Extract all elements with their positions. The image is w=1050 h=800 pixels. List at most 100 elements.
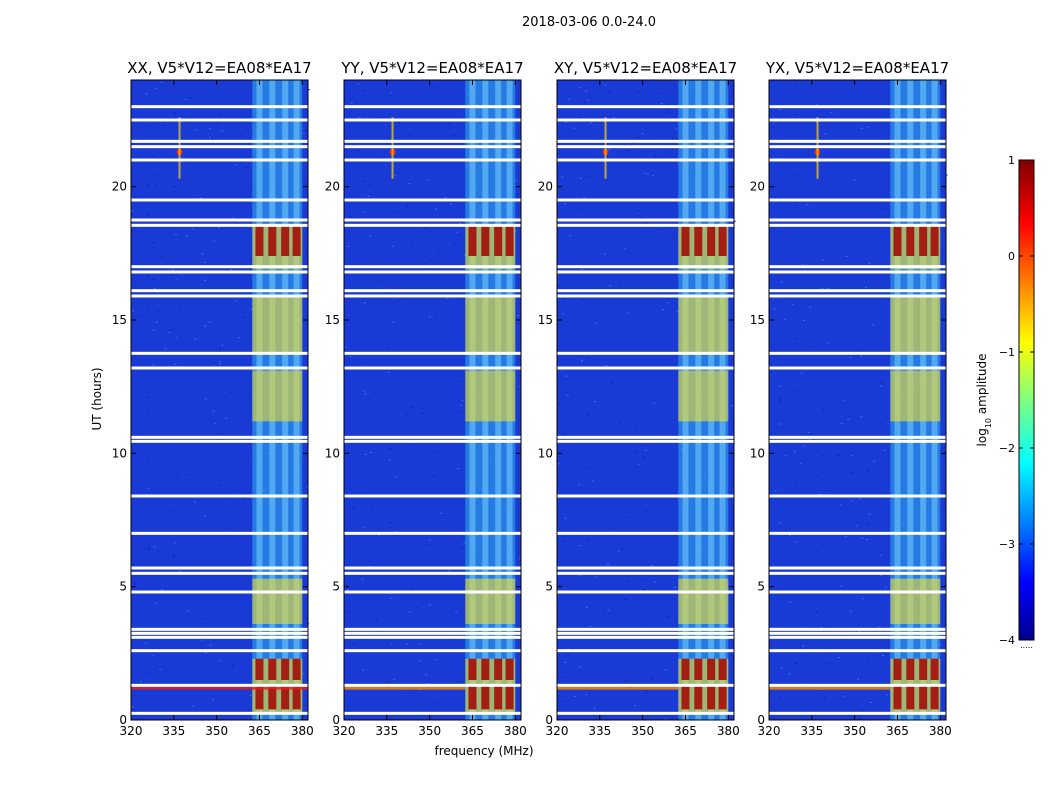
speckle: [663, 80, 666, 82]
speckle: [239, 425, 242, 427]
speckle: [817, 689, 820, 691]
speckle: [609, 285, 612, 287]
speckle: [131, 476, 134, 478]
speckle: [408, 134, 411, 136]
speckle: [604, 253, 606, 255]
speckle: [216, 122, 219, 124]
speckle: [563, 203, 566, 205]
x-tick-label: 320: [120, 724, 143, 738]
speckle: [405, 413, 408, 415]
speckle: [791, 304, 794, 306]
speckle: [170, 329, 173, 331]
speckle: [770, 438, 773, 440]
flagged-row: [769, 366, 946, 370]
speckle: [851, 500, 854, 502]
speckle: [612, 117, 615, 119]
speckle: [866, 539, 869, 540]
flagged-row: [344, 139, 521, 143]
x-axis-label: frequency (MHz): [434, 744, 533, 758]
speckle: [444, 197, 447, 199]
speckle: [457, 381, 460, 383]
speckle: [780, 423, 782, 425]
rfi-saturated-block: [718, 226, 727, 256]
speckle: [823, 697, 826, 699]
speckle: [795, 338, 798, 340]
speckle: [579, 86, 582, 88]
speckle: [418, 660, 421, 662]
flagged-row: [344, 294, 521, 298]
speckle: [588, 81, 591, 83]
speckle: [801, 263, 804, 265]
flagged-row: [769, 218, 946, 222]
speckle: [839, 504, 842, 506]
speckle: [306, 501, 309, 503]
speckle: [419, 689, 422, 691]
speckle: [179, 305, 182, 307]
speckle: [396, 211, 399, 213]
speckle: [389, 522, 392, 523]
speckle: [204, 515, 206, 517]
speckle: [939, 239, 942, 241]
colorbar-label-rest: amplitude: [975, 354, 989, 418]
speckle: [867, 126, 870, 128]
axes-frame: [343, 79, 522, 721]
speckle: [204, 279, 206, 281]
speckle: [674, 586, 677, 588]
speckle: [860, 416, 863, 418]
speckle: [192, 228, 195, 230]
speckle: [173, 542, 176, 544]
speckle: [131, 210, 134, 212]
speckle: [780, 667, 783, 669]
x-tick-label: 320: [546, 724, 569, 738]
panel-4: YX, V5*V12=EA08*EA17 320 335 350 365 380 0 5 10 1…: [750, 59, 952, 738]
speckle: [593, 707, 596, 709]
flagged-row: [344, 635, 521, 639]
rfi-saturated-block: [919, 685, 928, 710]
speckle: [352, 507, 355, 509]
speckle: [192, 705, 195, 707]
speckle: [780, 281, 783, 283]
speckle: [385, 237, 388, 239]
speckle: [135, 287, 138, 289]
y-tick-label: 20: [750, 180, 765, 194]
x-tick-label: 380: [504, 724, 527, 738]
speckle: [788, 673, 791, 675]
flagged-row: [131, 635, 308, 639]
speckle: [413, 444, 416, 446]
speckle: [855, 525, 858, 527]
flagged-row: [131, 566, 308, 570]
speckle: [866, 523, 868, 525]
speckle: [828, 663, 831, 664]
y-tick-label: 20: [112, 180, 127, 194]
speckle: [636, 327, 639, 329]
speckle: [388, 175, 391, 177]
speckle: [789, 534, 791, 536]
speckle: [464, 254, 467, 256]
speckle: [395, 476, 398, 478]
speckle: [887, 683, 890, 685]
speckle: [646, 611, 649, 613]
flagged-row: [344, 494, 521, 498]
speckle: [663, 343, 666, 345]
flagged-row: [344, 631, 521, 635]
flagged-row: [344, 158, 521, 162]
speckle: [387, 682, 390, 684]
speckle: [460, 404, 463, 406]
speckle: [637, 210, 640, 211]
rfi-saturated-block: [481, 226, 490, 256]
speckle: [417, 545, 420, 547]
flagged-row: [557, 289, 734, 293]
speckle: [434, 659, 437, 661]
speckle: [387, 347, 390, 349]
x-tick-label: 350: [631, 724, 654, 738]
flagged-row: [769, 435, 946, 439]
speckle: [793, 390, 796, 392]
speckle: [821, 288, 824, 289]
flagged-row: [344, 270, 521, 274]
speckle: [159, 669, 162, 670]
speckle: [809, 92, 812, 94]
speckle: [815, 475, 818, 476]
x-tick-label: 365: [886, 724, 909, 738]
speckle: [866, 470, 869, 472]
figure-suptitle: 2018-03-06 0.0-24.0: [522, 15, 656, 30]
